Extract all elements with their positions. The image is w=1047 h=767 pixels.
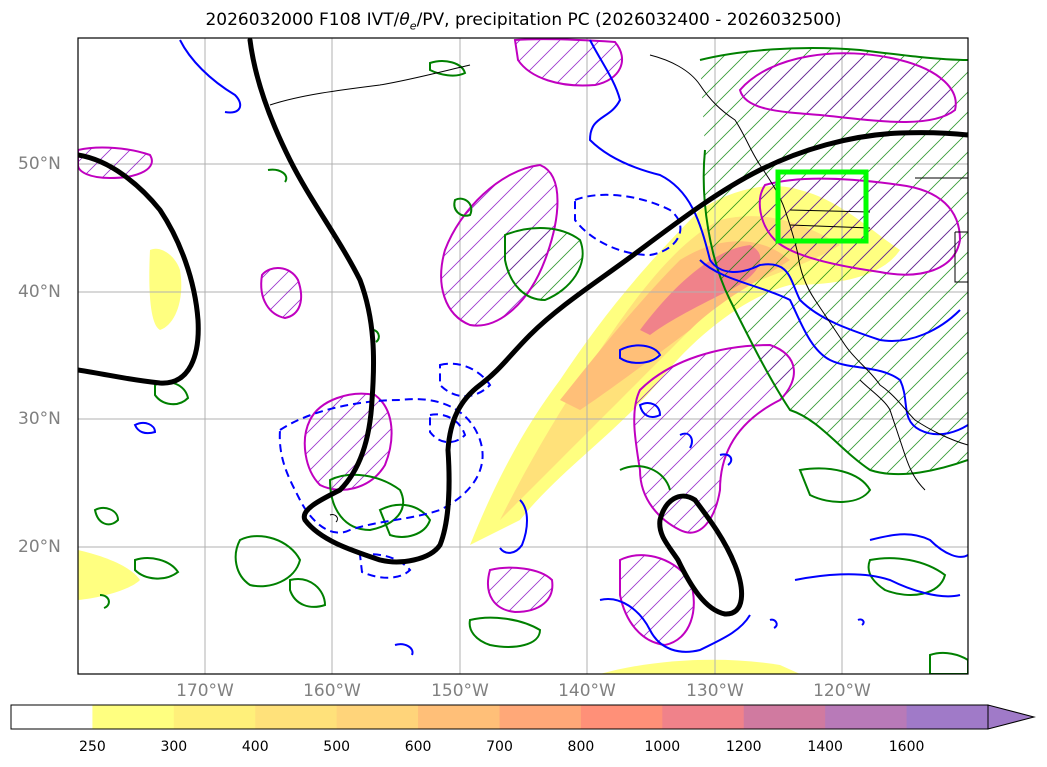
map-title: 2026032000 F108 IVT/θe/PV, precipitation…: [205, 10, 842, 33]
colorbar-tick-label: 250: [79, 739, 106, 755]
plot-frame: [77, 37, 969, 675]
theta-e-contours: [133, 39, 968, 656]
precip-contours: [93, 47, 968, 674]
colorbar-tick-label: 800: [567, 739, 595, 755]
theta-e-dashed-contours: [278, 193, 682, 579]
lat-label-50n: 50°N: [18, 154, 61, 174]
lon-label-160w: 160°W: [303, 681, 361, 701]
lat-label-40n: 40°N: [18, 282, 61, 302]
colorbar-extend-arrow: [987, 704, 1036, 730]
colorbar-segment: [499, 705, 582, 729]
pv-contours: [78, 38, 968, 617]
colorbar-segment: [662, 705, 745, 729]
colorbar-segment: [255, 705, 338, 729]
colorbar-tick-label: 300: [160, 739, 188, 755]
colorbar-segment: [418, 705, 500, 729]
target-region-box: [775, 169, 869, 244]
colorbar-frame: [10, 704, 989, 730]
lon-label-170w: 170°W: [176, 681, 234, 701]
colorbar-tick-label: 400: [241, 739, 269, 755]
lat-label-20n: 20°N: [18, 537, 61, 557]
colorbar-tick-label: 1200: [725, 739, 762, 755]
lon-label-130w: 130°W: [686, 681, 744, 701]
map-figure: [77, 37, 969, 675]
colorbar-segment: [906, 705, 989, 729]
colorbar-segment: [11, 705, 93, 729]
colorbar-tick-label: 1000: [644, 739, 681, 755]
colorbar-tick-label: 1400: [807, 739, 843, 755]
colorbar-segment: [92, 705, 175, 729]
colorbar-segment: [825, 705, 908, 729]
colorbar-tick-label: 600: [404, 739, 432, 755]
colorbar-segment: [336, 705, 419, 729]
colorbar-tick-label: 700: [486, 739, 513, 755]
colorbar-segment: [743, 705, 826, 729]
colorbar-segment: [580, 705, 663, 729]
coastlines: [269, 54, 968, 523]
lon-label-120w: 120°W: [813, 681, 871, 701]
lon-label-140w: 140°W: [558, 681, 616, 701]
colorbar-tick-label: 500: [323, 739, 351, 755]
colorbar-tick-label: 1600: [888, 739, 925, 755]
lat-label-30n: 30°N: [18, 409, 61, 429]
colorbar-segment: [173, 705, 256, 729]
colorbar: [10, 704, 1036, 730]
lon-label-150w: 150°W: [431, 681, 489, 701]
